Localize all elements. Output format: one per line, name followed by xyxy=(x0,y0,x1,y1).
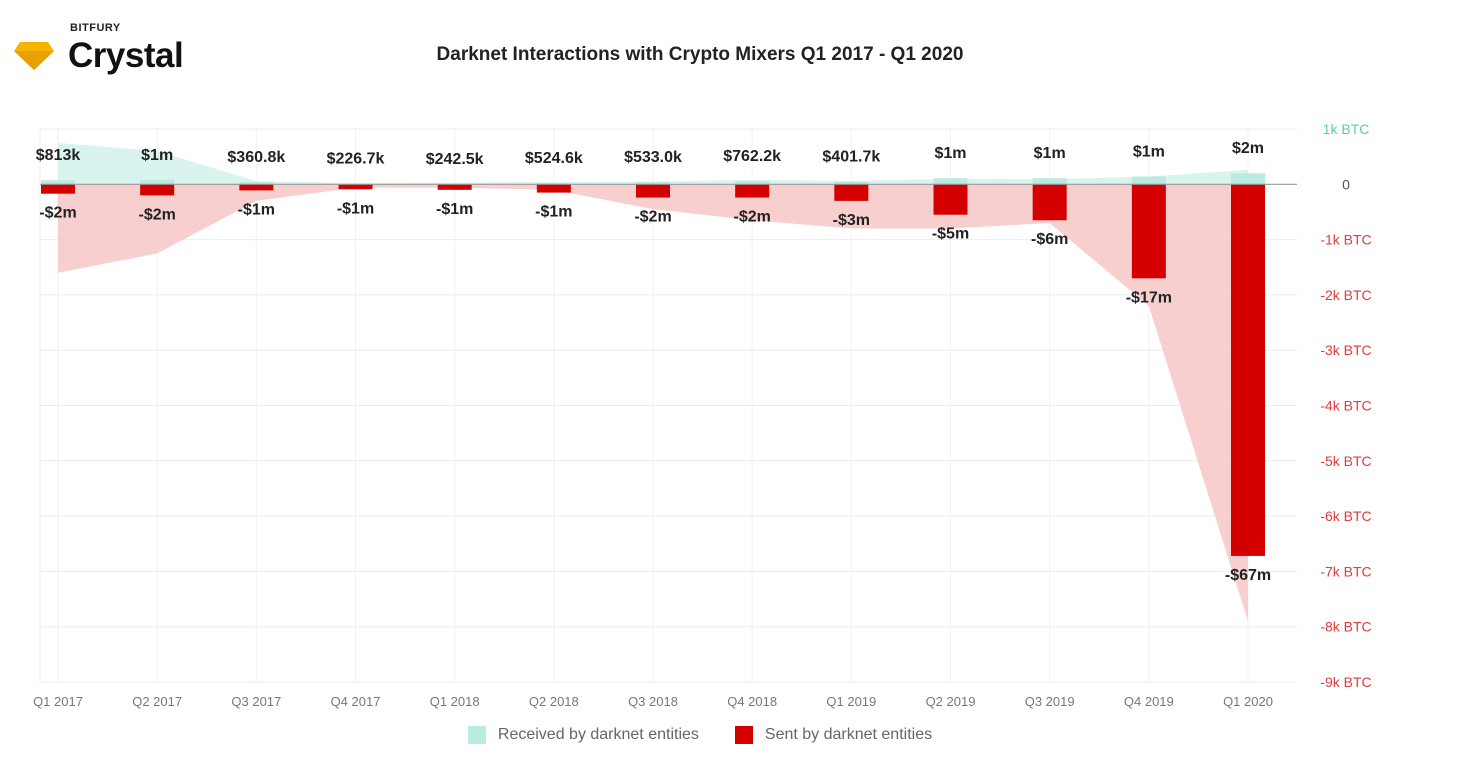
data-label-received: $226.7k xyxy=(327,151,385,168)
data-label-sent: -$1m xyxy=(535,204,572,221)
x-tick-label: Q1 2020 xyxy=(1223,694,1273,709)
bar-received xyxy=(834,181,869,185)
x-tick-label: Q1 2019 xyxy=(826,694,876,709)
y-tick-label: -5k BTC xyxy=(1320,453,1371,469)
data-label-received: $533.0k xyxy=(624,149,682,166)
brand-company: BITFURY xyxy=(70,22,121,34)
x-tick-label: Q3 2019 xyxy=(1025,694,1075,709)
bar-sent xyxy=(735,184,770,198)
legend-label-sent: Sent by darknet entities xyxy=(764,726,933,743)
data-label-received: $1m xyxy=(1034,145,1066,162)
data-label-received: $762.2k xyxy=(723,148,781,165)
y-tick-label: -8k BTC xyxy=(1320,619,1371,635)
y-tick-label: 1k BTC xyxy=(1323,121,1370,137)
y-tick-label: -7k BTC xyxy=(1320,563,1371,579)
bar-received xyxy=(1131,176,1166,185)
data-label-sent: -$2m xyxy=(39,205,76,222)
bar-received xyxy=(140,179,175,185)
x-tick-label: Q2 2019 xyxy=(926,694,976,709)
bar-received xyxy=(1231,173,1265,185)
data-label-received: $1m xyxy=(141,147,173,164)
legend-swatch-received xyxy=(467,726,486,744)
x-tick-label: Q3 2017 xyxy=(231,694,281,709)
chart-plot: $813k $1m $360.8k $226.7k $242.5k $524.6k $533… xyxy=(33,121,1372,709)
data-label-received: $813k xyxy=(36,147,81,164)
y-tick-label: -6k BTC xyxy=(1320,508,1371,524)
chart-title: Darknet Interactions with Crypto Mixers … xyxy=(436,44,964,65)
data-label-received: $1m xyxy=(934,145,966,162)
bar-sent xyxy=(834,184,869,201)
bar-received xyxy=(1032,178,1067,185)
x-tick-label: Q1 2017 xyxy=(33,694,83,709)
bar-received xyxy=(41,180,75,185)
bar-sent xyxy=(1131,184,1166,279)
bar-received xyxy=(735,180,770,185)
received-area xyxy=(58,142,1248,185)
y-tick-label: -2k BTC xyxy=(1320,287,1371,303)
diamond-icon xyxy=(14,42,54,70)
y-tick-label: -4k BTC xyxy=(1320,398,1371,414)
bar-sent xyxy=(239,184,274,191)
data-label-sent: -$1m xyxy=(238,201,275,218)
legend-swatch-sent xyxy=(734,726,753,744)
x-tick-label: Q2 2017 xyxy=(132,694,182,709)
data-label-sent: -$5m xyxy=(932,226,969,243)
data-label-received: $2m xyxy=(1232,140,1264,157)
bar-sent xyxy=(536,184,571,193)
data-label-sent: -$2m xyxy=(733,209,770,226)
data-label-sent: -$67m xyxy=(1225,567,1271,584)
data-label-sent: -$3m xyxy=(833,212,870,229)
x-tick-label: Q4 2018 xyxy=(727,694,777,709)
data-label-received: $401.7k xyxy=(822,149,880,166)
bar-sent xyxy=(933,184,968,215)
legend-label-received: Received by darknet entities xyxy=(497,726,699,743)
bar-sent xyxy=(636,184,670,198)
data-label-sent: -$6m xyxy=(1031,231,1068,248)
data-label-sent: -$1m xyxy=(337,200,374,217)
data-label-received: $524.6k xyxy=(525,150,583,167)
data-label-received: $1m xyxy=(1133,144,1165,161)
bar-sent xyxy=(140,184,175,196)
bar-sent xyxy=(1231,184,1265,556)
bar-received xyxy=(933,178,968,185)
x-tick-label: Q4 2019 xyxy=(1124,694,1174,709)
y-tick-label: -9k BTC xyxy=(1320,674,1371,690)
sent-area xyxy=(58,184,1248,622)
y-tick-label: -3k BTC xyxy=(1320,342,1371,358)
y-tick-label: 0 xyxy=(1342,176,1350,192)
data-label-sent: -$17m xyxy=(1126,289,1172,306)
data-label-sent: -$2m xyxy=(138,206,175,223)
data-label-sent: -$1m xyxy=(436,201,473,218)
bar-sent xyxy=(41,184,75,194)
x-tick-label: Q1 2018 xyxy=(430,694,480,709)
bar-sent xyxy=(437,184,472,190)
brand-product: Crystal xyxy=(68,36,184,75)
x-tick-label: Q2 2018 xyxy=(529,694,579,709)
chart-card xyxy=(6,6,1398,766)
legend-item-sent[interactable]: Sent by darknet entities xyxy=(734,726,933,744)
bar-received xyxy=(239,182,274,185)
bar-sent xyxy=(1032,184,1067,221)
bar-received xyxy=(636,182,670,185)
data-label-sent: -$2m xyxy=(634,209,671,226)
data-label-received: $360.8k xyxy=(227,149,285,166)
legend-item-received[interactable]: Received by darknet entities xyxy=(467,726,699,744)
x-tick-label: Q3 2018 xyxy=(628,694,678,709)
data-label-received: $242.5k xyxy=(426,151,484,168)
y-tick-label: -1k BTC xyxy=(1320,232,1371,248)
bar-sent xyxy=(338,184,373,190)
x-tick-label: Q4 2017 xyxy=(331,694,381,709)
legend: Received by darknet entities Sent by dar… xyxy=(0,726,1400,744)
